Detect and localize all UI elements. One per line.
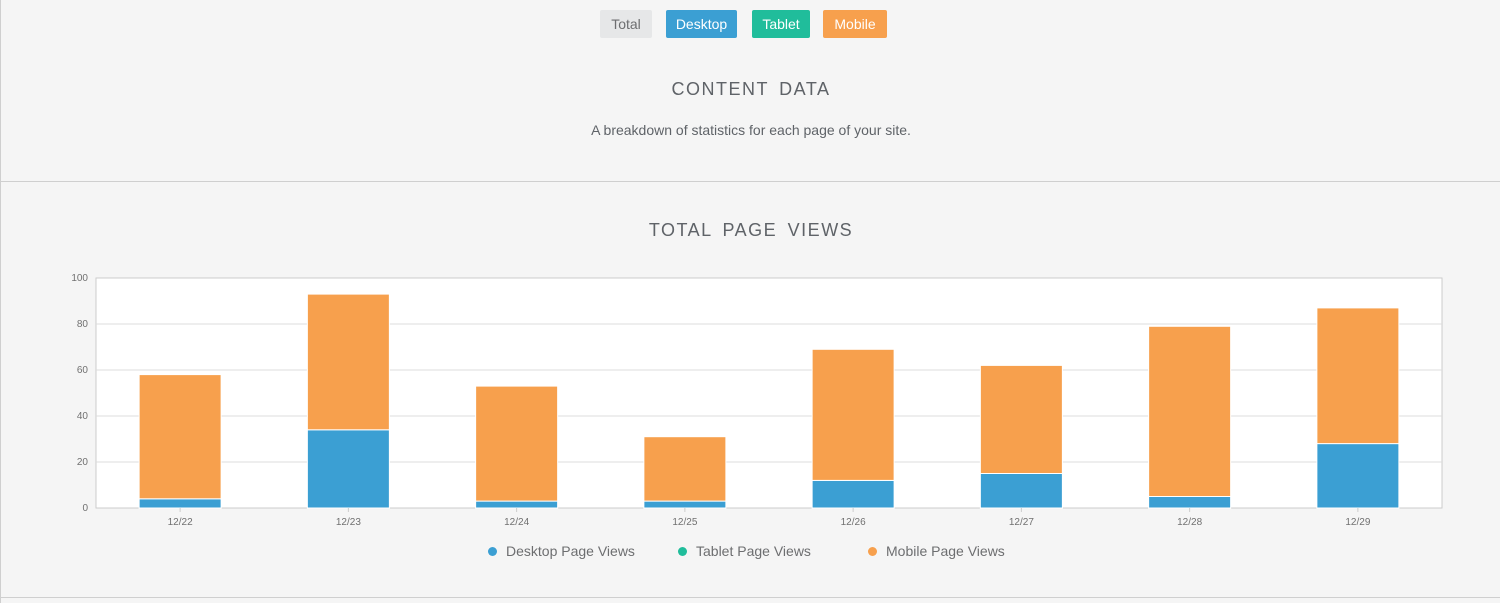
x-tick-label: 12/24: [504, 517, 529, 528]
legend-item-desktop[interactable]: Desktop Page Views: [488, 541, 635, 561]
y-tick-label: 60: [77, 365, 89, 376]
section-divider-bottom: [1, 597, 1500, 598]
x-tick-label: 12/29: [1345, 517, 1370, 528]
legend-dot-tablet: [678, 547, 687, 556]
y-tick-label: 80: [77, 319, 89, 330]
filter-mobile-button[interactable]: Mobile: [823, 10, 887, 38]
x-tick-label: 12/25: [672, 517, 697, 528]
bar-desktop-page-views: [811, 479, 895, 509]
device-filter-bar: Total Desktop Tablet Mobile: [1, 10, 1500, 38]
legend-label-mobile: Mobile Page Views: [886, 543, 1005, 559]
bar-mobile-page-views: [811, 348, 895, 481]
legend-dot-desktop: [488, 547, 497, 556]
plot-area: [95, 277, 1443, 509]
content-data-title: CONTENT DATA: [671, 79, 831, 99]
bar-desktop-page-views: [979, 473, 1063, 509]
y-tick-label: 100: [71, 273, 88, 284]
bar-mobile-page-views: [475, 385, 559, 502]
filter-total-button[interactable]: Total: [600, 10, 652, 38]
x-tick-label: 12/28: [1177, 517, 1202, 528]
bar-desktop-page-views: [306, 429, 390, 509]
bar-mobile-page-views: [1316, 307, 1400, 445]
x-tick-label: 12/22: [168, 517, 193, 528]
bar-desktop-page-views: [643, 500, 727, 509]
x-tick-label: 12/27: [1009, 517, 1034, 528]
legend-item-mobile[interactable]: Mobile Page Views: [868, 541, 1005, 561]
bar-mobile-page-views: [138, 374, 222, 500]
x-tick-label: 12/23: [336, 517, 361, 528]
chart-title: TOTAL PAGE VIEWS: [648, 220, 854, 240]
y-tick-label: 20: [77, 457, 89, 468]
bar-mobile-page-views: [306, 293, 390, 431]
bar-desktop-page-views: [475, 500, 559, 509]
filter-tablet-button[interactable]: Tablet: [752, 10, 810, 38]
legend-dot-mobile: [868, 547, 877, 556]
filter-desktop-button[interactable]: Desktop: [666, 10, 737, 38]
x-tick-label: 12/26: [841, 517, 866, 528]
content-data-subtitle: A breakdown of statistics for each page …: [591, 122, 911, 138]
legend-label-tablet: Tablet Page Views: [696, 543, 811, 559]
chart-legend: Desktop Page Views Tablet Page Views Mob…: [1, 541, 1500, 561]
bar-mobile-page-views: [643, 436, 727, 502]
bar-desktop-page-views: [1316, 443, 1400, 509]
section-divider: [1, 181, 1500, 182]
y-tick-label: 0: [82, 503, 88, 514]
legend-item-tablet[interactable]: Tablet Page Views: [678, 541, 811, 561]
bar-mobile-page-views: [979, 364, 1063, 474]
legend-label-desktop: Desktop Page Views: [506, 543, 635, 559]
y-tick-label: 40: [77, 411, 89, 422]
bar-mobile-page-views: [1148, 325, 1232, 497]
bar-desktop-page-views: [1148, 496, 1232, 509]
bar-desktop-page-views: [138, 498, 222, 509]
